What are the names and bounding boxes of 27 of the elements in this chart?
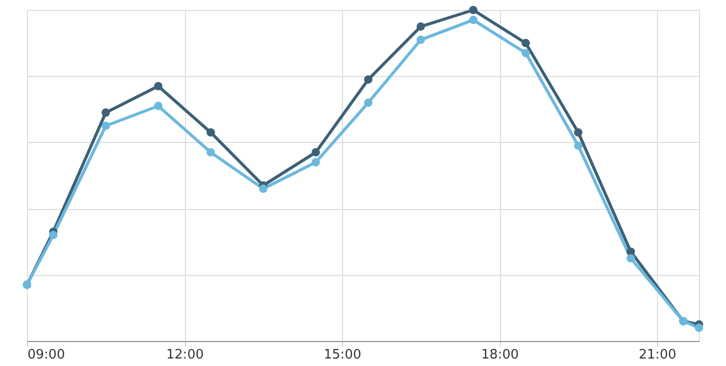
point (469, 16, 478, 24)
point (626, 254, 635, 262)
x-tick-label: 09:00 (28, 348, 65, 362)
x-tick-label: 21:00 (638, 348, 676, 362)
point (522, 48, 530, 58)
point (102, 122, 110, 130)
point (49, 230, 58, 240)
x-tick-label: 12:00 (166, 348, 204, 362)
point (364, 75, 372, 84)
point (312, 148, 320, 157)
point (206, 148, 215, 157)
point (574, 128, 582, 137)
point (416, 36, 425, 44)
point (364, 98, 372, 107)
point (154, 82, 162, 90)
point (206, 128, 215, 137)
point (154, 102, 162, 110)
x-tick-label: 15:00 (324, 348, 362, 362)
x-tick-label: 18:00 (481, 348, 519, 362)
point (416, 22, 425, 31)
point (469, 6, 478, 14)
point (574, 142, 582, 150)
point (522, 38, 530, 48)
point (259, 184, 268, 193)
point (312, 158, 320, 166)
point (694, 324, 704, 332)
point (102, 108, 110, 117)
